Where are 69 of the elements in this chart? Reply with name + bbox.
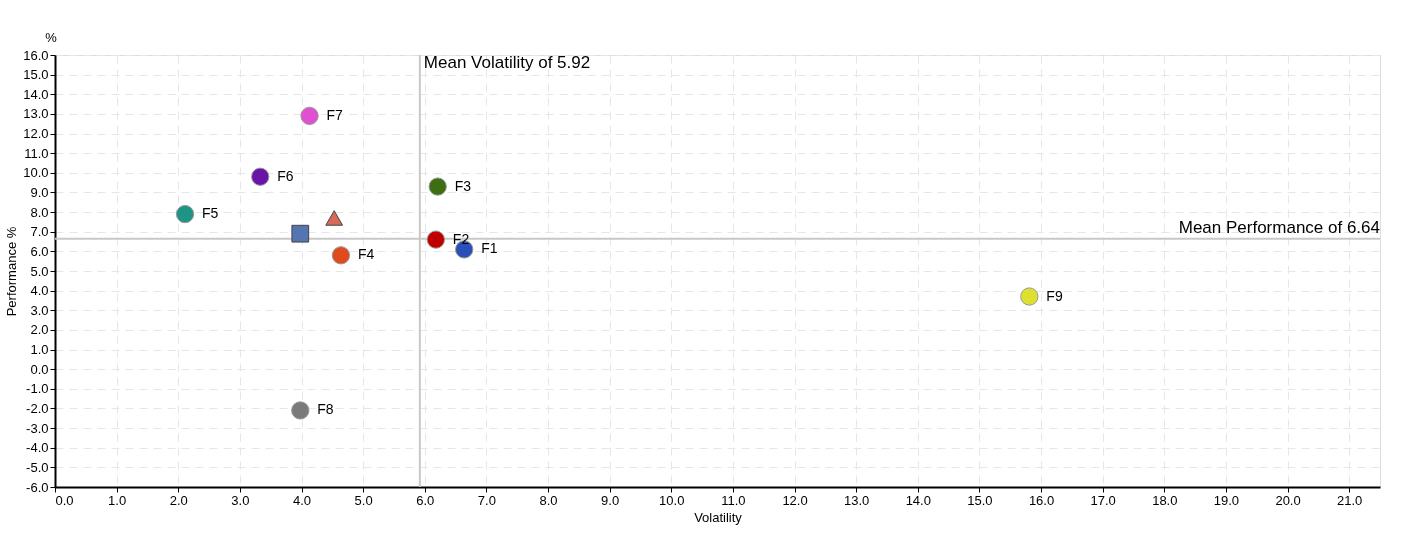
x-tick-label: 18.0 bbox=[1152, 492, 1178, 508]
y-tick-label: 7.0 bbox=[30, 224, 49, 240]
x-tick-label: 11.0 bbox=[721, 492, 746, 508]
x-tick-label: 6.0 bbox=[416, 492, 435, 508]
point bbox=[291, 401, 310, 420]
point bbox=[1020, 287, 1039, 306]
y-tick-label: 0.0 bbox=[30, 361, 49, 377]
x-tick-label: 14.0 bbox=[905, 492, 931, 508]
y-tick-label: 16.0 bbox=[23, 47, 49, 63]
x-tick-label: 5.0 bbox=[354, 492, 373, 508]
y-tick-label: 10.0 bbox=[23, 165, 49, 181]
x-tick-label: 8.0 bbox=[539, 492, 558, 508]
y-tick-label: 11.0 bbox=[24, 145, 49, 161]
point bbox=[251, 167, 270, 186]
series-label: F1 bbox=[481, 240, 498, 257]
x-axis-title: Volatility bbox=[694, 509, 743, 525]
series-label: F6 bbox=[277, 167, 294, 184]
series-label: F2 bbox=[452, 230, 470, 247]
ref-line-label: Mean Volatility of 5.92 bbox=[423, 53, 591, 72]
series-label: F8 bbox=[317, 401, 334, 418]
x-tick-label: 9.0 bbox=[601, 492, 620, 508]
point bbox=[291, 224, 310, 243]
x-tick-label: 20.0 bbox=[1275, 492, 1301, 508]
y-tick-label: -4.0 bbox=[26, 440, 49, 456]
x-tick-label: 3.0 bbox=[231, 492, 250, 508]
x-tick-label: 15.0 bbox=[967, 492, 993, 508]
x-tick-label: 16.0 bbox=[1028, 492, 1055, 508]
x-tick-label: 13.0 bbox=[844, 492, 870, 508]
x-tick-label: 12.0 bbox=[782, 492, 808, 508]
x-tick-label: 7.0 bbox=[477, 492, 496, 508]
point bbox=[428, 177, 447, 196]
y-tick-label: -5.0 bbox=[26, 459, 49, 475]
y-tick-label: 3.0 bbox=[30, 302, 49, 318]
y-tick-label: 13.0 bbox=[23, 106, 49, 122]
series-label: F7 bbox=[326, 106, 344, 123]
y-tick-label: 6.0 bbox=[30, 243, 49, 259]
point bbox=[175, 204, 195, 224]
y-tick-label: 2.0 bbox=[30, 322, 49, 338]
y-tick-label: 1.0 bbox=[30, 342, 49, 358]
series-label: F4 bbox=[357, 246, 375, 263]
y-tick-label: 8.0 bbox=[30, 204, 49, 220]
point bbox=[300, 106, 319, 126]
ref-line-label: Mean Performance of 6.64 bbox=[1178, 217, 1380, 237]
x-tick-label: 21.0 bbox=[1337, 492, 1363, 508]
point bbox=[325, 210, 344, 226]
x-tick-label: 17.0 bbox=[1090, 492, 1116, 508]
y-tick-label: 14.0 bbox=[23, 86, 49, 102]
text: % bbox=[45, 30, 58, 45]
series-label: F5 bbox=[202, 205, 219, 222]
y-tick-label: 5.0 bbox=[30, 263, 49, 279]
x-tick-label: 4.0 bbox=[292, 492, 312, 508]
x-tick-label: 2.0 bbox=[169, 492, 188, 508]
y-tick-label: -3.0 bbox=[26, 420, 49, 436]
x-tick-label: 0.0 bbox=[55, 492, 74, 508]
y-tick-label: 9.0 bbox=[30, 184, 49, 200]
point bbox=[426, 230, 446, 249]
point bbox=[331, 246, 351, 265]
y-tick-label: 15.0 bbox=[23, 67, 49, 83]
y-tick-label: -2.0 bbox=[26, 400, 49, 416]
x-tick-label: 10.0 bbox=[659, 492, 685, 508]
x-tick-label: 19.0 bbox=[1213, 492, 1240, 508]
y-tick-label: -6.0 bbox=[26, 479, 49, 495]
y-axis-title: Performance % bbox=[4, 226, 20, 317]
y-tick-label: 12.0 bbox=[23, 126, 49, 142]
y-tick-label: -1.0 bbox=[26, 381, 49, 397]
y-tick-label: 4.0 bbox=[30, 283, 49, 299]
x-tick-label: 1.0 bbox=[108, 492, 127, 508]
series-label: F3 bbox=[454, 177, 472, 194]
series-label: F9 bbox=[1046, 287, 1063, 304]
